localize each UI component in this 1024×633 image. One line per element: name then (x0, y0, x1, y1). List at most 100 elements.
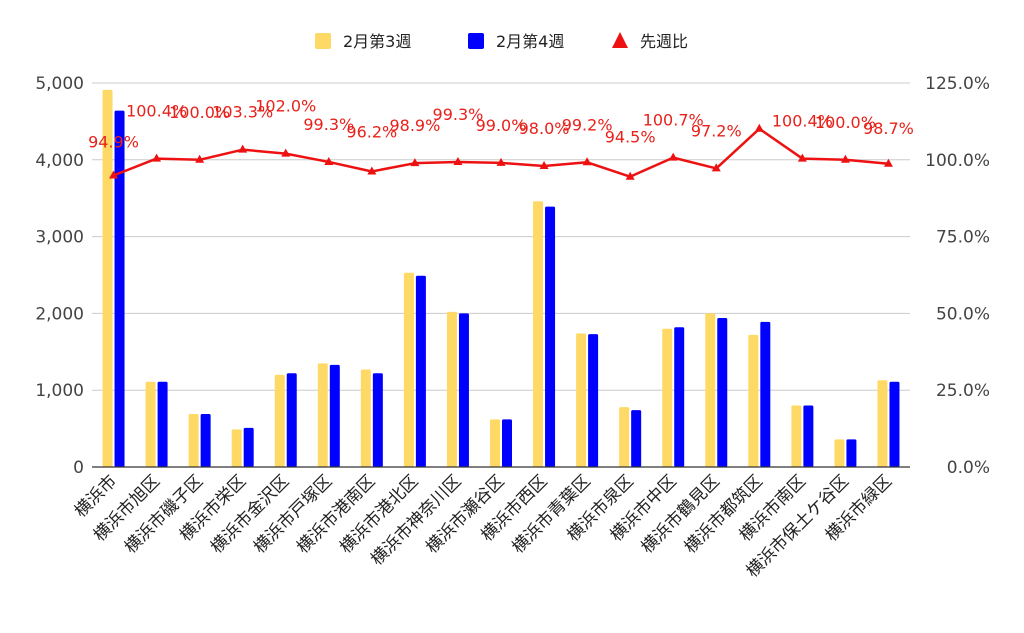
bar (102, 89, 113, 468)
data-label: 97.2% (691, 121, 742, 140)
data-label: 100.4% (126, 102, 187, 121)
data-label: 99.3% (433, 105, 484, 124)
bar (619, 407, 630, 467)
bar (403, 272, 414, 467)
bar (145, 381, 156, 467)
data-label: 100.4% (772, 112, 833, 131)
data-label: 98.7% (863, 119, 914, 138)
bar (545, 206, 556, 467)
bar (490, 419, 500, 467)
bar (329, 364, 340, 467)
bar (662, 328, 673, 467)
grid-lines (92, 82, 910, 391)
ratio-point (195, 154, 205, 163)
ratio-point (582, 157, 592, 166)
bar (243, 427, 254, 467)
legend-swatch (468, 33, 484, 49)
right-tick-label: 0.0% (947, 458, 990, 478)
legend-swatch (315, 33, 331, 49)
data-label: 94.9% (88, 132, 139, 151)
data-label: 100.7% (643, 111, 704, 130)
ratio-point (410, 158, 420, 167)
ratio-point (324, 156, 334, 165)
left-tick-label: 1,000 (35, 381, 84, 401)
ratio-point (453, 156, 463, 165)
data-label: 98.9% (389, 116, 440, 135)
bar (458, 313, 469, 467)
ratio-point (711, 163, 721, 172)
bar (889, 381, 900, 467)
data-label: 100.0% (815, 113, 876, 132)
bar (372, 373, 383, 467)
bar (231, 429, 242, 467)
left-tick-label: 5,000 (35, 74, 84, 94)
ratio-point (238, 144, 248, 153)
bar (846, 439, 857, 467)
data-label: 99.3% (303, 115, 354, 134)
ratio-point (152, 153, 162, 162)
ratio-point (797, 153, 807, 162)
bars (102, 89, 900, 468)
data-label: 94.5% (605, 128, 656, 147)
data-label: 96.2% (346, 122, 397, 141)
left-tick-label: 2,000 (35, 304, 84, 324)
bar (705, 313, 716, 467)
data-label: 99.2% (562, 115, 613, 134)
bar (834, 439, 845, 467)
legend: 2月第3週 2月第4週 先週比 (315, 32, 688, 51)
left-axis-ticks: 0 1,000 2,000 3,000 4,000 5,000 (35, 74, 84, 478)
bar (588, 334, 599, 467)
bar (674, 327, 685, 467)
ratio-point (754, 123, 764, 132)
right-axis-ticks: 0.0% 25.0% 50.0% 75.0% 100.0% 125.0% (925, 74, 990, 478)
ratio-point (840, 154, 850, 163)
bar (533, 201, 544, 467)
bar (317, 363, 328, 467)
left-tick-label: 0 (73, 458, 84, 478)
ratio-point (367, 166, 377, 175)
right-tick-label: 100.0% (925, 151, 990, 171)
bar (157, 381, 168, 467)
bar (446, 311, 457, 467)
legend-swatch (612, 32, 628, 48)
ratio-point (281, 148, 291, 157)
ratio-point (625, 171, 635, 180)
left-tick-label: 3,000 (35, 228, 84, 248)
data-label: 99.0% (476, 116, 527, 135)
category-labels: 横浜市横浜市旭区横浜市磯子区横浜市栄区横浜市金沢区横浜市戸塚区横浜市港南区横浜市… (71, 471, 896, 581)
right-tick-label: 25.0% (936, 381, 990, 401)
bar (576, 333, 587, 467)
data-label: 98.0% (519, 119, 570, 138)
data-labels: 94.9%100.4%100.0%103.3%102.0%99.3%96.2%9… (88, 97, 914, 152)
bar (114, 110, 125, 467)
bar (791, 405, 802, 467)
right-tick-label: 75.0% (936, 228, 990, 248)
ratio-point (496, 157, 506, 166)
legend-label: 2月第3週 (343, 32, 411, 51)
bar (877, 380, 888, 467)
data-label: 100.0% (169, 103, 230, 122)
bar (415, 275, 426, 467)
data-label: 102.0% (255, 97, 316, 116)
ratio-line (109, 123, 893, 180)
ratio-point (668, 152, 678, 161)
bar (502, 419, 512, 467)
bar (274, 374, 285, 467)
bar (803, 405, 814, 467)
data-label: 103.3% (212, 103, 273, 122)
ratio-point (539, 160, 549, 169)
legend-label: 先週比 (640, 32, 688, 51)
bar (188, 414, 199, 467)
bar (717, 318, 728, 467)
right-tick-label: 125.0% (925, 74, 990, 94)
ratio-point (109, 170, 119, 179)
right-tick-label: 50.0% (936, 304, 990, 324)
legend-label: 2月第4週 (496, 32, 564, 51)
bar (286, 373, 297, 467)
bar (760, 321, 771, 467)
bar (748, 334, 759, 467)
ratio-point (883, 158, 893, 167)
bar (200, 414, 211, 467)
bar (360, 369, 371, 467)
